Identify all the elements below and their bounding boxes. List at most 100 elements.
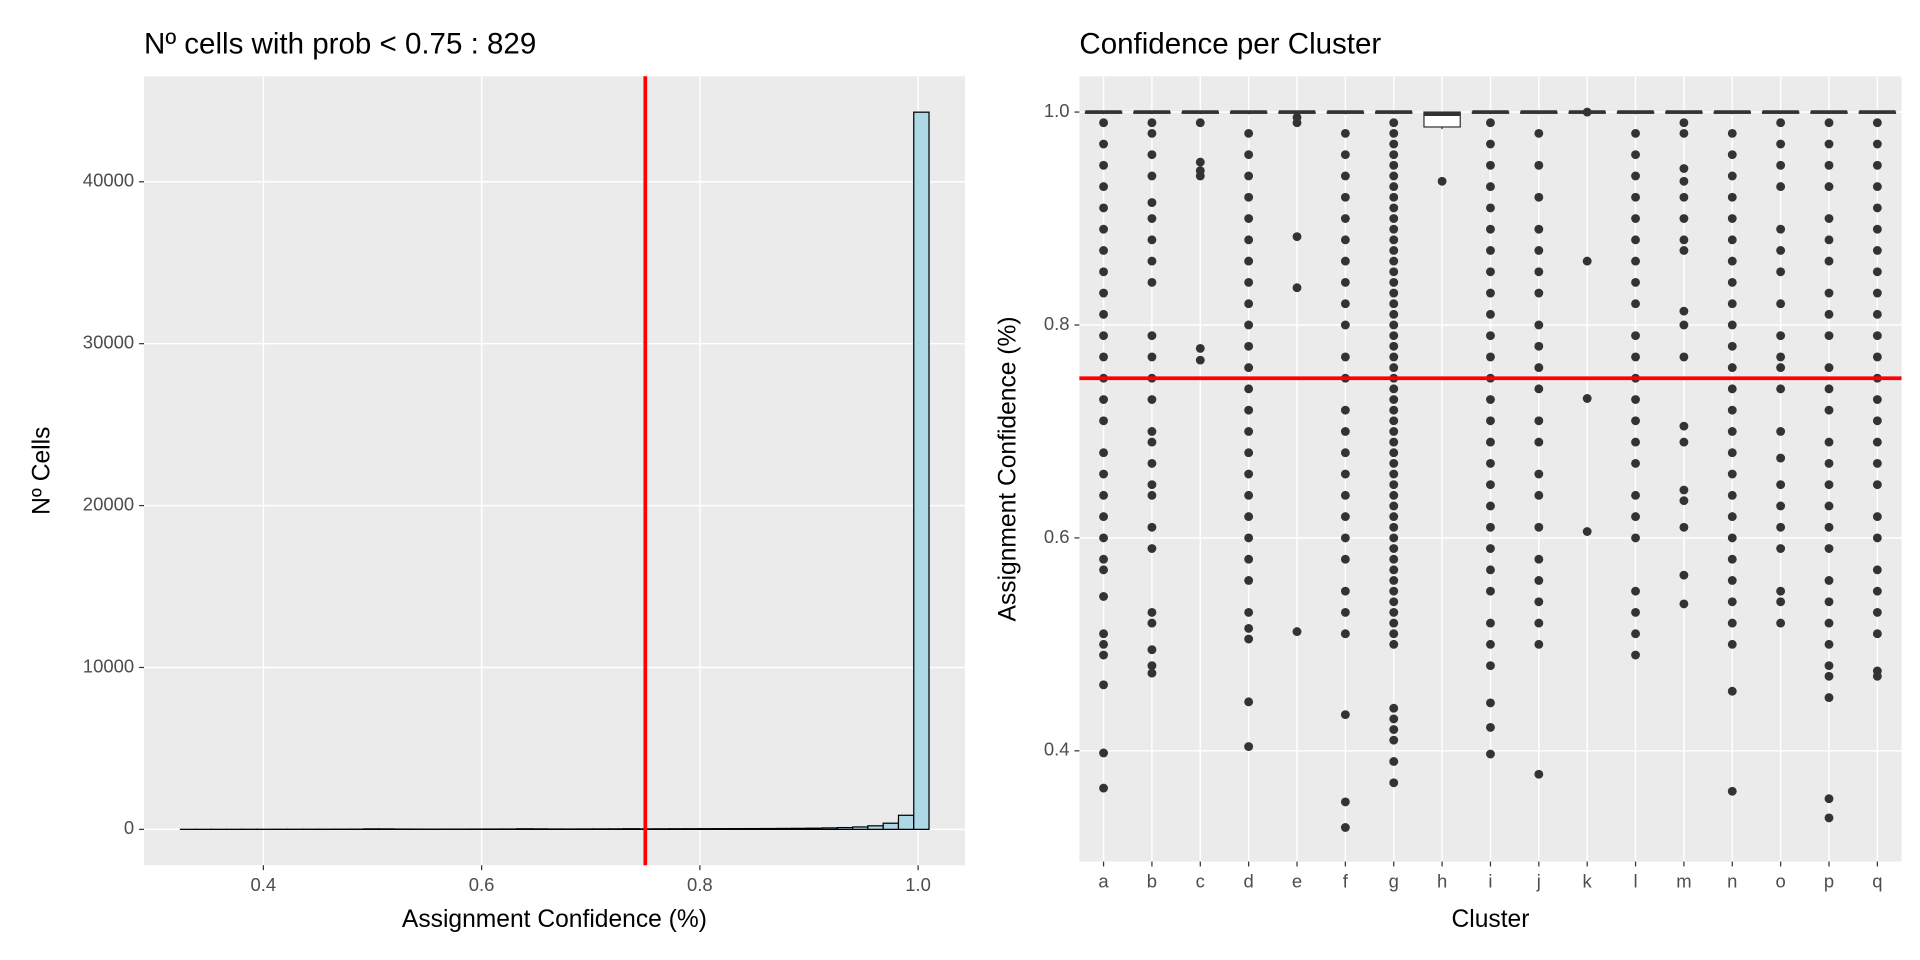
outlier	[1244, 607, 1254, 617]
outlier	[1244, 320, 1254, 330]
outlier	[1389, 480, 1399, 490]
outlier	[1340, 469, 1350, 479]
outlier	[1195, 166, 1205, 176]
y-tick-label: 40000	[83, 170, 134, 191]
outlier	[1244, 214, 1254, 223]
outlier	[1389, 405, 1399, 415]
outlier	[1389, 618, 1399, 628]
x-tick-label: n	[1727, 870, 1737, 891]
outlier	[1099, 139, 1108, 149]
outlier	[1195, 118, 1205, 128]
outlier	[1872, 160, 1882, 170]
outlier	[1389, 384, 1399, 394]
x-tick-label: c	[1196, 870, 1205, 891]
outlier	[1389, 192, 1399, 202]
outlier	[1389, 554, 1399, 564]
x-tick-label: i	[1488, 870, 1492, 891]
y-tick-label: 1.0	[1044, 100, 1070, 121]
outlier	[1872, 666, 1882, 676]
outlier	[1776, 427, 1786, 436]
outlier	[1486, 618, 1495, 628]
x-axis-title: Cluster	[1451, 906, 1529, 933]
outlier	[1099, 565, 1108, 575]
outlier	[1679, 599, 1689, 609]
outlier	[1389, 128, 1399, 138]
x-tick-label: l	[1633, 870, 1637, 891]
outlier	[1679, 176, 1689, 186]
outlier	[1099, 448, 1108, 458]
outlier	[1389, 427, 1399, 436]
outlier	[1389, 544, 1399, 553]
outlier	[1534, 522, 1544, 532]
outlier	[1340, 128, 1350, 138]
outlier	[1389, 725, 1399, 734]
outlier	[1099, 650, 1108, 660]
outlier	[1099, 267, 1108, 277]
outlier	[1389, 395, 1399, 404]
outlier	[1389, 288, 1399, 298]
outlier	[1147, 118, 1157, 128]
outlier	[1147, 214, 1157, 223]
outlier	[1534, 576, 1544, 585]
outlier	[1147, 661, 1157, 671]
outlier	[1534, 128, 1544, 138]
outlier	[1099, 490, 1108, 500]
outlier	[1776, 480, 1786, 490]
outlier	[1534, 618, 1544, 628]
outlier	[1486, 309, 1495, 319]
outlier	[1631, 416, 1640, 426]
outlier	[1099, 512, 1108, 522]
outlier	[1340, 554, 1350, 564]
outlier	[1776, 501, 1786, 511]
outlier	[1340, 235, 1350, 245]
x-tick-label: 0.8	[687, 874, 713, 895]
outlier	[1631, 629, 1640, 639]
outlier	[1824, 214, 1834, 223]
outlier	[1679, 437, 1689, 447]
outlier	[1776, 139, 1786, 149]
outlier	[1727, 786, 1737, 796]
outlier	[1244, 150, 1254, 160]
outlier	[1195, 355, 1205, 365]
x-tick-label: b	[1147, 870, 1157, 891]
outlier	[1486, 118, 1495, 128]
outlier	[1534, 597, 1544, 607]
outlier	[1389, 778, 1399, 788]
outlier	[1195, 157, 1205, 167]
outlier	[1389, 203, 1399, 213]
outlier	[1389, 639, 1399, 649]
outlier	[1389, 512, 1399, 522]
bar	[790, 827, 808, 830]
outlier	[1824, 458, 1834, 468]
x-tick-label: o	[1776, 870, 1786, 891]
outlier	[1776, 453, 1786, 463]
outlier	[1679, 214, 1689, 223]
outlier	[1389, 309, 1399, 319]
bar	[913, 111, 930, 830]
outlier	[1534, 363, 1544, 373]
outlier	[1389, 576, 1399, 585]
outlier	[1727, 490, 1737, 500]
outlier	[1244, 576, 1254, 585]
outlier	[1534, 267, 1544, 277]
outlier	[1389, 533, 1399, 543]
outlier	[1389, 597, 1399, 607]
outlier	[1486, 288, 1495, 298]
outlier	[1486, 480, 1495, 490]
outlier	[1389, 214, 1399, 223]
outlier	[1727, 384, 1737, 394]
outlier	[1147, 352, 1157, 362]
outlier	[1727, 597, 1737, 607]
bar	[867, 825, 884, 830]
outlier	[1824, 639, 1834, 649]
outlier	[1631, 586, 1640, 596]
outlier	[1195, 343, 1205, 353]
outlier	[1824, 288, 1834, 298]
outlier	[1389, 331, 1399, 341]
outlier	[1389, 256, 1399, 266]
outlier	[1776, 597, 1786, 607]
outlier	[1727, 405, 1737, 415]
outlier	[1727, 533, 1737, 543]
outlier	[1872, 182, 1882, 192]
outlier	[1147, 256, 1157, 266]
